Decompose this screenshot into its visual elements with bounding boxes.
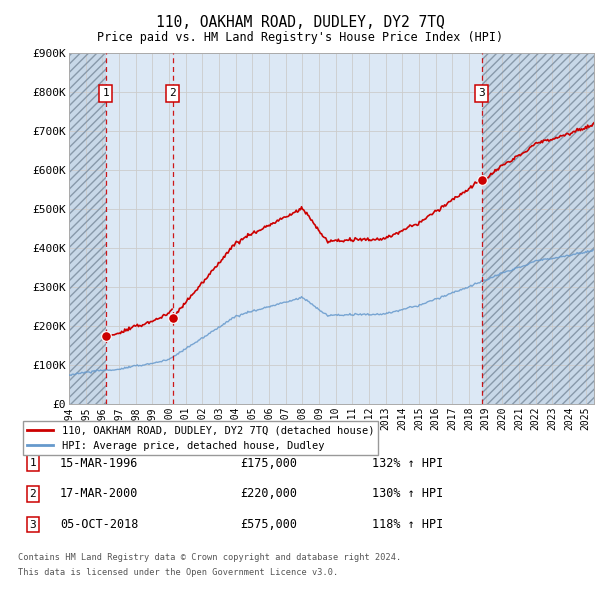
Text: 118% ↑ HPI: 118% ↑ HPI — [372, 518, 443, 531]
Text: 1: 1 — [29, 458, 37, 468]
Bar — [69, 53, 106, 404]
Text: 2: 2 — [29, 489, 37, 499]
Text: 05-OCT-2018: 05-OCT-2018 — [60, 518, 139, 531]
Text: 3: 3 — [29, 520, 37, 529]
Text: 3: 3 — [478, 88, 485, 99]
Text: 132% ↑ HPI: 132% ↑ HPI — [372, 457, 443, 470]
Text: 110, OAKHAM ROAD, DUDLEY, DY2 7TQ: 110, OAKHAM ROAD, DUDLEY, DY2 7TQ — [155, 15, 445, 30]
Text: 15-MAR-1996: 15-MAR-1996 — [60, 457, 139, 470]
Text: Price paid vs. HM Land Registry's House Price Index (HPI): Price paid vs. HM Land Registry's House … — [97, 31, 503, 44]
Bar — [482, 53, 594, 404]
Legend: 110, OAKHAM ROAD, DUDLEY, DY2 7TQ (detached house), HPI: Average price, detached: 110, OAKHAM ROAD, DUDLEY, DY2 7TQ (detac… — [23, 421, 379, 455]
Text: £220,000: £220,000 — [240, 487, 297, 500]
Text: 2: 2 — [169, 88, 176, 99]
Text: 130% ↑ HPI: 130% ↑ HPI — [372, 487, 443, 500]
Text: Contains HM Land Registry data © Crown copyright and database right 2024.: Contains HM Land Registry data © Crown c… — [18, 553, 401, 562]
Text: £575,000: £575,000 — [240, 518, 297, 531]
Text: 17-MAR-2000: 17-MAR-2000 — [60, 487, 139, 500]
Text: 1: 1 — [103, 88, 109, 99]
Bar — [69, 53, 106, 404]
Text: This data is licensed under the Open Government Licence v3.0.: This data is licensed under the Open Gov… — [18, 568, 338, 577]
Text: £175,000: £175,000 — [240, 457, 297, 470]
Bar — [482, 53, 594, 404]
